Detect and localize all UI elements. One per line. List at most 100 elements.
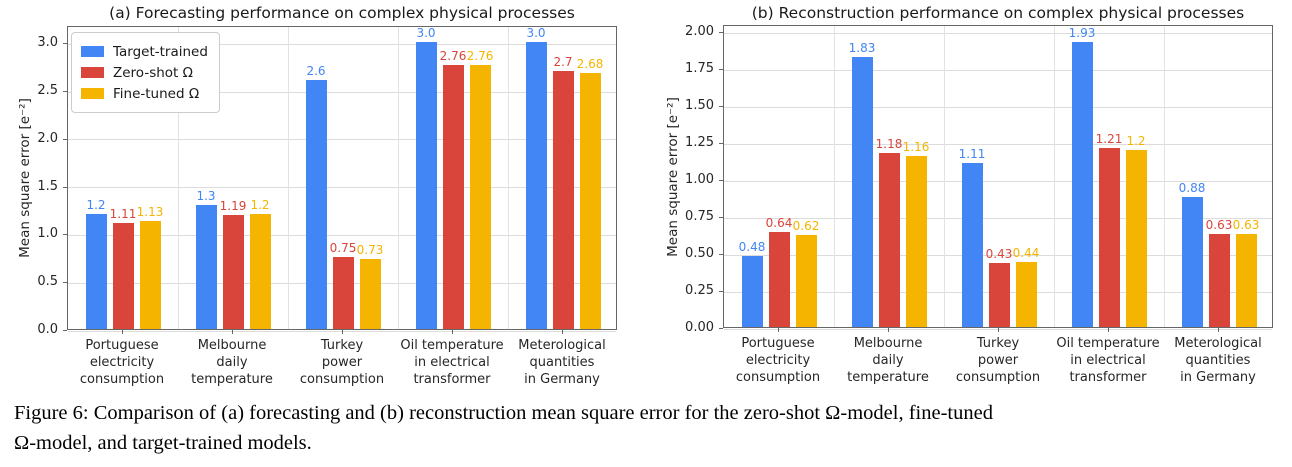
y-tick-label: 0.5 — [37, 274, 58, 290]
bar-value-label: 0.64 — [765, 216, 793, 231]
y-tick-mark — [719, 143, 723, 145]
x-tick-mark — [778, 328, 779, 332]
x-gridline — [507, 27, 509, 329]
bar — [359, 259, 381, 329]
bar-value-label: 1.11 — [109, 206, 137, 221]
x-gridline — [1163, 26, 1165, 327]
bar — [905, 155, 927, 327]
y-gridline — [724, 69, 1272, 71]
bar-value-label: 0.48 — [738, 240, 766, 255]
x-tick-mark — [342, 330, 343, 334]
bar-value-label: 1.18 — [875, 136, 903, 151]
x-category-label-line: Melbourne — [853, 336, 923, 351]
y-tick-label: 0.25 — [685, 283, 714, 299]
chart-b-reconstruction: (b) Reconstruction performance on comple… — [648, 0, 1292, 396]
x-category-label-line: Melbourne — [197, 338, 267, 353]
bar-value-label: 2.68 — [576, 56, 604, 71]
x-gridline — [833, 26, 835, 327]
x-tick-mark — [232, 330, 233, 334]
x-category-label: Portuguese electricity consumption — [736, 335, 820, 386]
y-tick-label: 1.75 — [685, 61, 714, 77]
y-tick-mark — [63, 186, 67, 188]
bar — [442, 65, 464, 329]
bar-value-label: 0.63 — [1232, 217, 1260, 232]
x-category-label-line: power — [977, 353, 1019, 368]
bar — [878, 152, 900, 327]
y-tick-mark — [719, 291, 723, 293]
bar-value-label: 1.2 — [250, 198, 270, 213]
x-tick-mark — [1218, 328, 1219, 332]
x-category-label-line: Oil temperature — [400, 338, 504, 353]
x-category-label-line: daily — [872, 353, 904, 368]
bar — [961, 162, 983, 327]
bar — [139, 220, 161, 329]
chart-a-plot-area: 1.2 1.11 1.13 1.3 1.19 1.2 2.6 0.75 0.73 3.0 2.76 2… — [67, 26, 617, 332]
y-tick-mark — [63, 330, 67, 331]
bar — [1235, 233, 1257, 327]
y-tick-label: 2.00 — [685, 24, 714, 40]
y-tick-label: 0.50 — [685, 246, 714, 262]
x-gridline — [177, 27, 179, 329]
bar-value-label: 1.19 — [219, 199, 247, 214]
x-category-label-line: quantities — [529, 355, 595, 370]
bar — [112, 222, 134, 329]
y-tick-mark — [63, 234, 67, 236]
bar-value-label: 1.11 — [958, 146, 986, 161]
x-gridline — [397, 27, 399, 329]
legend-label: Fine-tuned Ω — [113, 85, 200, 102]
legend-label: Target-trained — [113, 43, 208, 60]
bar — [988, 263, 1010, 327]
y-gridline — [68, 139, 616, 141]
x-tick-mark — [1108, 328, 1109, 332]
bar-value-label: 1.3 — [196, 188, 216, 203]
bar-value-label: 0.73 — [356, 243, 384, 258]
legend-label: Zero-shot Ω — [113, 64, 193, 81]
bar-value-label: 0.88 — [1178, 180, 1206, 195]
y-tick-mark — [719, 254, 723, 256]
y-tick-label: 1.50 — [685, 98, 714, 114]
x-category-label-line: Turkey — [320, 338, 364, 353]
y-tick-label: 3.0 — [37, 35, 58, 51]
y-gridline — [724, 180, 1272, 182]
legend-item: Zero-shot Ω — [81, 62, 208, 83]
x-category-label-line: in Germany — [1180, 370, 1256, 385]
bar-value-label: 2.76 — [439, 49, 467, 64]
y-gridline — [724, 254, 1272, 256]
y-gridline — [68, 43, 616, 45]
y-gridline — [724, 32, 1272, 34]
bar-value-label: 1.2 — [86, 198, 106, 213]
x-category-label-line: Meterological — [1174, 336, 1262, 351]
x-category-label: Turkey power consumption — [300, 337, 384, 388]
x-category-label-line: quantities — [1185, 353, 1251, 368]
bar-value-label: 3.0 — [416, 26, 436, 41]
y-tick-label: 1.0 — [37, 226, 58, 242]
bar — [469, 65, 491, 329]
x-category-label: Oil temperature in electrical transformer — [400, 337, 503, 388]
x-category-label-line: electricity — [89, 355, 155, 370]
x-category-label-line: electricity — [745, 353, 811, 368]
x-category-label-line: in electrical — [414, 355, 490, 370]
y-tick-mark — [719, 32, 723, 34]
x-category-label-line: Oil temperature — [1056, 336, 1160, 351]
x-category-label-line: consumption — [955, 370, 1041, 385]
y-tick-label: 1.5 — [37, 178, 58, 194]
x-tick-mark — [122, 330, 123, 334]
bar — [579, 72, 601, 329]
y-tick-label: 1.25 — [685, 135, 714, 151]
bar-value-label: 2.76 — [466, 49, 494, 64]
x-category-label: Turkey power consumption — [956, 335, 1040, 386]
x-gridline — [943, 26, 945, 327]
bar — [1015, 261, 1037, 327]
y-tick-mark — [63, 138, 67, 140]
x-category-label: Portuguese electricity consumption — [80, 337, 164, 388]
bar — [1208, 233, 1230, 327]
legend-item: Target-trained — [81, 41, 208, 62]
y-tick-mark — [63, 43, 67, 45]
y-tick-mark — [719, 69, 723, 71]
chart-a-forecasting: (a) Forecasting performance on complex p… — [0, 0, 648, 396]
bar — [525, 42, 547, 329]
y-tick-mark — [63, 91, 67, 92]
bar — [851, 56, 873, 327]
bar — [305, 80, 327, 329]
x-category-label-line: Meterological — [518, 338, 606, 353]
